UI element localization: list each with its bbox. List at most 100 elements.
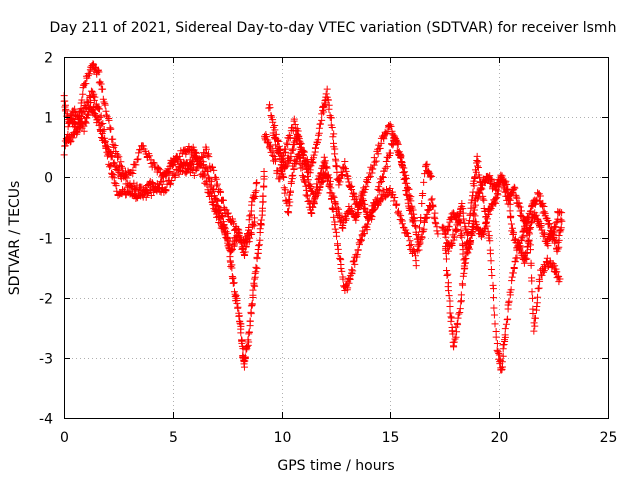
data-point bbox=[206, 189, 214, 197]
data-point bbox=[202, 145, 210, 153]
data-point bbox=[251, 282, 259, 290]
data-point bbox=[251, 275, 259, 283]
data-point bbox=[344, 284, 352, 292]
data-point bbox=[219, 196, 227, 204]
data-point bbox=[172, 152, 180, 160]
data-point bbox=[511, 257, 519, 265]
data-point bbox=[371, 158, 379, 166]
data-point bbox=[462, 225, 470, 233]
data-point bbox=[353, 251, 361, 259]
data-point bbox=[211, 207, 219, 215]
data-point bbox=[119, 172, 127, 180]
data-point bbox=[546, 220, 554, 228]
data-point bbox=[112, 182, 120, 190]
data-point bbox=[255, 242, 263, 250]
y-tick-label: -1 bbox=[39, 232, 53, 248]
data-point bbox=[139, 193, 147, 201]
data-point bbox=[540, 208, 548, 216]
data-point bbox=[282, 145, 290, 153]
data-point bbox=[234, 232, 242, 240]
data-point bbox=[349, 267, 357, 275]
data-point bbox=[416, 224, 424, 232]
data-point bbox=[413, 247, 421, 255]
data-point bbox=[113, 163, 121, 171]
data-point bbox=[390, 197, 398, 205]
data-point bbox=[553, 268, 561, 276]
data-point bbox=[262, 133, 270, 141]
data-point bbox=[201, 179, 209, 187]
data-point bbox=[231, 226, 239, 234]
data-point bbox=[509, 269, 517, 277]
data-point bbox=[97, 80, 105, 88]
data-point bbox=[76, 120, 84, 128]
data-point bbox=[389, 141, 397, 149]
data-point bbox=[492, 195, 500, 203]
data-point bbox=[442, 255, 450, 263]
data-point bbox=[228, 245, 236, 253]
data-point bbox=[524, 213, 532, 221]
data-point bbox=[249, 286, 257, 294]
data-point bbox=[251, 214, 259, 222]
data-points bbox=[60, 60, 566, 374]
data-point bbox=[106, 163, 114, 171]
data-point bbox=[401, 168, 409, 176]
y-tick-label: -4 bbox=[39, 412, 53, 428]
data-point bbox=[270, 152, 278, 160]
data-point bbox=[426, 172, 434, 180]
data-point bbox=[508, 273, 516, 281]
data-point bbox=[461, 259, 469, 267]
data-point bbox=[266, 104, 274, 112]
data-point bbox=[69, 134, 77, 142]
data-point bbox=[142, 186, 150, 194]
data-point bbox=[211, 192, 219, 200]
data-point bbox=[468, 196, 476, 204]
data-point bbox=[327, 184, 335, 192]
y-axis-label: SDTVAR / TECUs bbox=[7, 181, 23, 296]
data-point bbox=[515, 199, 523, 207]
data-point bbox=[414, 238, 422, 246]
data-point bbox=[216, 215, 224, 223]
data-point bbox=[191, 149, 199, 157]
data-point bbox=[473, 152, 481, 160]
data-point bbox=[359, 195, 367, 203]
data-point bbox=[497, 357, 505, 365]
data-point bbox=[500, 341, 508, 349]
data-point bbox=[162, 172, 170, 180]
data-point bbox=[171, 172, 179, 180]
data-point bbox=[352, 216, 360, 224]
data-point bbox=[123, 174, 131, 182]
data-point bbox=[271, 157, 279, 165]
data-point bbox=[493, 346, 501, 354]
data-point bbox=[91, 93, 99, 101]
data-point bbox=[316, 120, 324, 128]
data-point bbox=[324, 96, 332, 104]
data-point bbox=[328, 124, 336, 132]
data-point bbox=[73, 130, 81, 138]
data-point bbox=[107, 161, 115, 169]
data-point bbox=[221, 205, 229, 213]
data-point bbox=[537, 222, 545, 230]
data-point bbox=[548, 227, 556, 235]
data-point bbox=[322, 90, 330, 98]
data-point bbox=[516, 244, 524, 252]
data-point bbox=[78, 96, 86, 104]
data-point bbox=[97, 112, 105, 120]
data-point bbox=[396, 153, 404, 161]
data-point bbox=[322, 164, 330, 172]
x-tick-label: 0 bbox=[60, 430, 69, 446]
data-point bbox=[95, 68, 103, 76]
data-point bbox=[392, 136, 400, 144]
data-point bbox=[431, 215, 439, 223]
data-point bbox=[488, 271, 496, 279]
data-point bbox=[94, 67, 102, 75]
data-point bbox=[507, 286, 515, 294]
data-point bbox=[487, 204, 495, 212]
data-point bbox=[541, 209, 549, 217]
data-point bbox=[235, 229, 243, 237]
data-point bbox=[227, 263, 235, 271]
data-point bbox=[417, 213, 425, 221]
data-point bbox=[303, 173, 311, 181]
data-point bbox=[473, 162, 481, 170]
data-point bbox=[372, 157, 380, 165]
